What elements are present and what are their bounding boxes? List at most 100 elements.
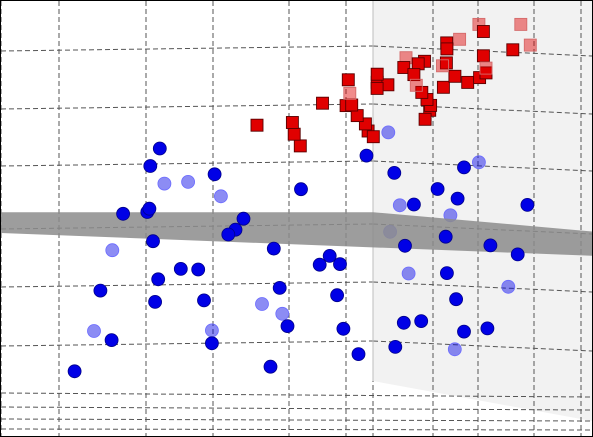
red-square-point [448,69,462,83]
grid-line-horizontal [1,103,374,110]
blue-circle-point [142,201,157,216]
grid-line-horizontal [372,103,592,115]
blue-circle-point [157,176,172,191]
blue-circle-point [146,234,160,249]
red-square-point [341,73,355,87]
blue-circle-point [333,257,347,272]
grid-line-horizontal [1,340,374,347]
blue-circle-point [510,247,525,262]
red-square-point [316,96,329,110]
blue-circle-point [471,155,486,170]
blue-circle-point [457,324,471,339]
separating-plane-surface [1,212,592,256]
blue-circle-point [204,323,219,338]
blue-circle-point [148,294,163,309]
red-square-point [397,61,411,74]
blue-circle-point [398,238,412,253]
red-square-point [343,86,357,100]
red-square-point [407,68,421,82]
blue-circle-point [152,141,167,156]
red-square-point [287,127,301,141]
grid-line-horizontal [1,160,374,167]
blue-circle-point [520,197,535,212]
red-square-point [285,116,299,129]
blue-circle-point [181,174,196,189]
blue-circle-point [438,229,453,244]
blue-circle-point [67,364,82,379]
blue-circle-point [280,319,295,334]
blue-circle-point [294,182,308,197]
blue-circle-point [266,241,281,256]
grid-line-horizontal [372,281,592,293]
blue-circle-point [392,198,407,213]
blue-circle-point [204,336,219,351]
blue-circle-point [105,243,120,258]
blue-circle-point [322,248,337,263]
blue-circle-point [439,266,454,281]
red-square-point [345,98,359,112]
blue-circle-point [388,339,403,354]
blue-circle-point [396,315,411,330]
grid-line-horizontal [372,340,592,352]
blue-circle-point [197,293,211,308]
red-square-point [293,139,307,153]
red-square-point [440,42,454,56]
blue-circle-point [312,257,327,272]
red-square-point [476,49,490,63]
red-square-point [453,32,467,46]
blue-circle-point [236,211,251,226]
red-points [250,17,537,153]
grid-line-floor [1,428,592,431]
blue-circle-point [457,160,471,175]
blue-circle-point [275,306,290,321]
blue-circle-point [359,148,374,163]
grid-line-floor [1,406,592,411]
blue-circle-point [263,359,278,374]
blue-points-front [67,141,535,379]
blue-circle-point [151,272,166,287]
blue-circle-point [255,297,269,311]
red-square-point [476,25,490,38]
red-square-point [523,38,537,52]
red-square-point [506,43,520,57]
blue-circle-point [483,238,498,253]
red-square-point [381,78,395,92]
blue-circle-point [330,288,345,303]
grid-line-horizontal [1,281,374,288]
grid-line-horizontal [372,45,592,57]
blue-circle-point [213,189,228,204]
blue-circle-point [430,182,445,196]
separating-plane [1,212,592,256]
blue-circle-point [401,266,416,281]
grid-line-floor [1,392,592,398]
red-square-point [479,61,493,75]
blue-circle-point [480,321,495,336]
red-square-point [461,75,475,89]
blue-circle-point [207,167,222,182]
red-square-point [415,85,429,99]
blue-circle-point [447,342,462,357]
blue-circle-point [501,279,516,294]
red-square-point [370,67,384,81]
blue-circle-point [406,197,421,212]
red-square-point [418,112,432,126]
red-square-point [370,81,384,95]
blue-circle-point [143,159,158,173]
blue-circle-point [450,191,465,206]
blue-circle-point [336,321,351,336]
red-square-point [409,78,423,92]
blue-circle-point [387,165,402,180]
blue-circle-point [173,261,188,276]
blue-circle-point [351,347,366,362]
red-square-point [514,17,528,31]
blue-circle-point [116,206,130,221]
blue-circle-point [93,283,108,298]
red-square-point [436,59,449,73]
red-square-point [250,118,264,132]
blue-circle-point [381,125,396,140]
blue-circle-point [104,333,119,348]
blue-circle-point [414,314,429,329]
blue-circle-point [449,292,464,307]
